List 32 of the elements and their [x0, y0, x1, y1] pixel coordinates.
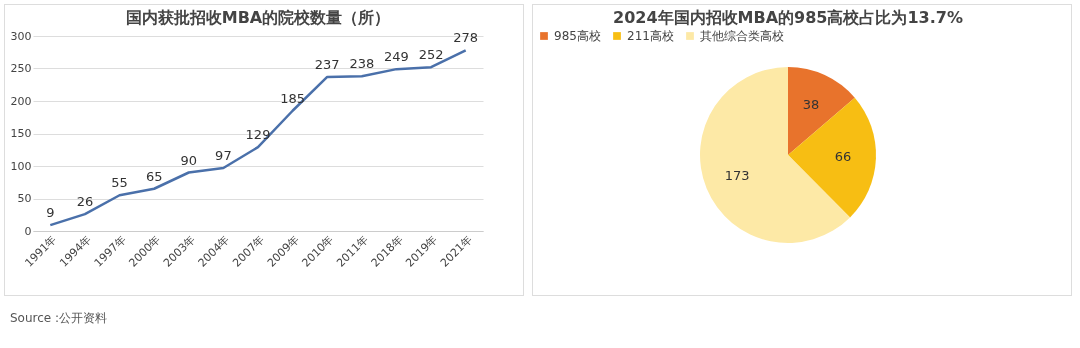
- legend-label: 其他综合类高校: [700, 29, 784, 43]
- data-label: 9: [46, 205, 55, 221]
- y-tick-label: 150: [10, 127, 32, 140]
- chart-title: 国内获批招收MBA的院校数量（所）: [125, 8, 391, 27]
- pie-slice: [788, 97, 876, 218]
- data-label: 38: [802, 97, 820, 113]
- data-label: 185: [280, 90, 306, 106]
- data-label: 129: [245, 127, 271, 143]
- data-label: 252: [418, 47, 444, 63]
- data-label: 173: [724, 167, 750, 183]
- source-note: Source :公开资料: [10, 310, 109, 327]
- data-label: 238: [349, 56, 375, 72]
- data-label: 65: [145, 168, 163, 184]
- data-label: 278: [453, 30, 479, 46]
- data-label: 237: [314, 56, 340, 72]
- y-tick-label: 200: [10, 94, 32, 108]
- chart-title: 2024年国内招收MBA的985高校占比为13.7%: [613, 8, 963, 27]
- data-label: 26: [76, 194, 94, 210]
- data-label: 90: [180, 152, 198, 168]
- line-series: [49, 49, 467, 227]
- y-tick-label: 0: [24, 224, 32, 238]
- y-tick-label: 250: [10, 62, 32, 75]
- data-label: 97: [215, 147, 232, 163]
- legend-label: 985高校: [554, 29, 601, 43]
- y-tick-label: 50: [17, 192, 32, 205]
- pie-slice: [700, 67, 851, 243]
- data-label: 66: [834, 149, 852, 165]
- y-tick-label: 300: [10, 29, 32, 43]
- y-tick-label: 100: [10, 159, 32, 173]
- legend-label: 211高校: [627, 29, 674, 43]
- data-label: 55: [111, 175, 128, 191]
- data-label: 249: [384, 49, 409, 65]
